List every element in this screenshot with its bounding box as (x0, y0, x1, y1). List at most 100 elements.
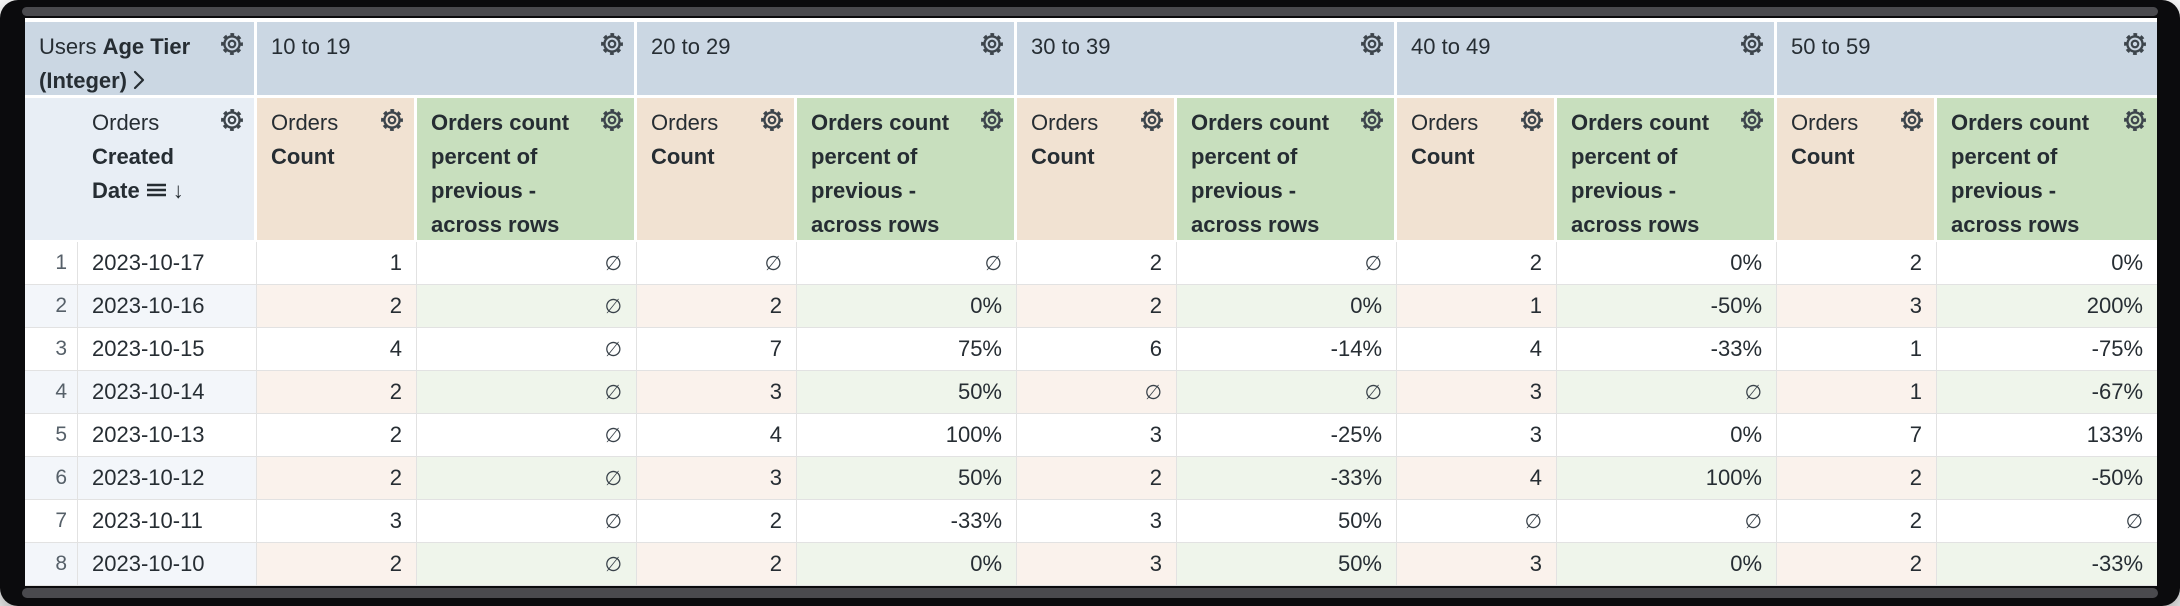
cell-orders-count[interactable]: 2 (1017, 285, 1177, 328)
cell-orders-count[interactable]: 2 (637, 500, 797, 543)
cell-date[interactable]: 2023-10-12 (78, 457, 257, 500)
cell-percent-of-previous[interactable]: 0% (1557, 242, 1777, 285)
cell-percent-of-previous[interactable]: ∅ (417, 328, 637, 371)
cell-percent-of-previous[interactable]: ∅ (1177, 371, 1397, 414)
cell-orders-count[interactable]: 2 (257, 285, 417, 328)
cell-orders-count[interactable]: 3 (1017, 543, 1177, 586)
cell-orders-count[interactable]: 3 (1397, 543, 1557, 586)
cell-percent-of-previous[interactable]: -33% (1937, 543, 2157, 586)
cell-percent-of-previous[interactable]: -33% (1177, 457, 1397, 500)
cell-orders-count[interactable]: 4 (1397, 328, 1557, 371)
cell-orders-count[interactable]: 2 (1777, 457, 1937, 500)
cell-percent-of-previous[interactable]: -14% (1177, 328, 1397, 371)
measure-header-orders-count[interactable]: Orders Count (1777, 98, 1937, 242)
gear-icon[interactable] (1899, 107, 1925, 133)
cell-percent-of-previous[interactable]: 0% (1937, 242, 2157, 285)
pivot-header-30-to-39[interactable]: 30 to 39 (1017, 22, 1397, 98)
cell-orders-count[interactable]: 3 (1397, 414, 1557, 457)
measure-header-percent-of-previous[interactable]: Orders count percent of previous - acros… (797, 98, 1017, 242)
measure-header-percent-of-previous[interactable]: Orders count percent of previous - acros… (1557, 98, 1777, 242)
cell-orders-count[interactable]: 2 (257, 414, 417, 457)
cell-percent-of-previous[interactable]: ∅ (417, 371, 637, 414)
measure-header-orders-count[interactable]: Orders Count (1397, 98, 1557, 242)
cell-percent-of-previous[interactable]: ∅ (1937, 500, 2157, 543)
cell-orders-count[interactable]: 2 (257, 371, 417, 414)
top-horizontal-scrollbar[interactable] (22, 7, 2158, 16)
cell-percent-of-previous[interactable]: ∅ (417, 285, 637, 328)
cell-percent-of-previous[interactable]: 0% (797, 285, 1017, 328)
cell-orders-count[interactable]: 2 (637, 543, 797, 586)
cell-orders-count[interactable]: 2 (1017, 242, 1177, 285)
measure-header-orders-count[interactable]: Orders Count (1017, 98, 1177, 242)
gear-icon[interactable] (379, 107, 405, 133)
cell-percent-of-previous[interactable]: -75% (1937, 328, 2157, 371)
cell-date[interactable]: 2023-10-15 (78, 328, 257, 371)
measure-header-percent-of-previous[interactable]: Orders count percent of previous - acros… (1937, 98, 2157, 242)
gear-icon[interactable] (2122, 31, 2148, 57)
cell-percent-of-previous[interactable]: -50% (1557, 285, 1777, 328)
cell-percent-of-previous[interactable]: ∅ (417, 500, 637, 543)
cell-date[interactable]: 2023-10-16 (78, 285, 257, 328)
gear-icon[interactable] (1739, 107, 1765, 133)
cell-percent-of-previous[interactable]: -25% (1177, 414, 1397, 457)
gear-icon[interactable] (759, 107, 785, 133)
gear-icon[interactable] (1359, 107, 1385, 133)
cell-orders-count[interactable]: 3 (257, 500, 417, 543)
gear-icon[interactable] (1359, 31, 1385, 57)
cell-orders-count[interactable]: 3 (1777, 285, 1937, 328)
cell-orders-count[interactable]: 2 (257, 543, 417, 586)
cell-orders-count[interactable]: 2 (1777, 500, 1937, 543)
cell-orders-count[interactable]: 2 (1017, 457, 1177, 500)
cell-percent-of-previous[interactable]: 0% (1557, 414, 1777, 457)
cell-orders-count[interactable]: 2 (1777, 242, 1937, 285)
cell-percent-of-previous[interactable]: 200% (1937, 285, 2157, 328)
measure-header-orders-count[interactable]: Orders Count (637, 98, 797, 242)
gear-icon[interactable] (979, 107, 1005, 133)
cell-orders-count[interactable]: 3 (1017, 500, 1177, 543)
cell-percent-of-previous[interactable]: 0% (1177, 285, 1397, 328)
pivot-header-20-to-29[interactable]: 20 to 29 (637, 22, 1017, 98)
cell-percent-of-previous[interactable]: ∅ (417, 414, 637, 457)
measure-header-percent-of-previous[interactable]: Orders count percent of previous - acros… (417, 98, 637, 242)
cell-percent-of-previous[interactable]: ∅ (1557, 371, 1777, 414)
gear-icon[interactable] (599, 31, 625, 57)
pivot-header-40-to-49[interactable]: 40 to 49 (1397, 22, 1777, 98)
pivot-header-10-to-19[interactable]: 10 to 19 (257, 22, 637, 98)
cell-orders-count[interactable]: 7 (637, 328, 797, 371)
cell-date[interactable]: 2023-10-11 (78, 500, 257, 543)
cell-orders-count[interactable]: 7 (1777, 414, 1937, 457)
cell-percent-of-previous[interactable]: 50% (797, 371, 1017, 414)
cell-percent-of-previous[interactable]: ∅ (417, 242, 637, 285)
gear-icon[interactable] (1519, 107, 1545, 133)
cell-orders-count[interactable]: 3 (637, 371, 797, 414)
row-dimension-header[interactable]: Orders Created Date ↓ (78, 98, 257, 242)
cell-orders-count[interactable]: 3 (637, 457, 797, 500)
cell-percent-of-previous[interactable]: 100% (797, 414, 1017, 457)
measure-header-percent-of-previous[interactable]: Orders count percent of previous - acros… (1177, 98, 1397, 242)
cell-percent-of-previous[interactable]: -33% (797, 500, 1017, 543)
cell-percent-of-previous[interactable]: 100% (1557, 457, 1777, 500)
gear-icon[interactable] (599, 107, 625, 133)
cell-percent-of-previous[interactable]: ∅ (1557, 500, 1777, 543)
cell-percent-of-previous[interactable]: 75% (797, 328, 1017, 371)
cell-orders-count[interactable]: ∅ (637, 242, 797, 285)
cell-percent-of-previous[interactable]: -50% (1937, 457, 2157, 500)
cell-orders-count[interactable]: 3 (1397, 371, 1557, 414)
gear-icon[interactable] (979, 31, 1005, 57)
gear-icon[interactable] (219, 107, 245, 133)
cell-orders-count[interactable]: 2 (257, 457, 417, 500)
horizontal-scrollbar[interactable] (22, 588, 2158, 598)
cell-orders-count[interactable]: 4 (637, 414, 797, 457)
cell-orders-count[interactable]: 3 (1017, 414, 1177, 457)
cell-percent-of-previous[interactable]: ∅ (797, 242, 1017, 285)
gear-icon[interactable] (219, 31, 245, 57)
cell-orders-count[interactable]: 1 (257, 242, 417, 285)
cell-percent-of-previous[interactable]: -67% (1937, 371, 2157, 414)
cell-percent-of-previous[interactable]: 50% (797, 457, 1017, 500)
cell-date[interactable]: 2023-10-10 (78, 543, 257, 586)
cell-percent-of-previous[interactable]: 50% (1177, 543, 1397, 586)
measure-header-orders-count[interactable]: Orders Count (257, 98, 417, 242)
cell-orders-count[interactable]: 1 (1777, 328, 1937, 371)
chevron-right-icon[interactable] (131, 67, 147, 90)
cell-orders-count[interactable]: ∅ (1017, 371, 1177, 414)
